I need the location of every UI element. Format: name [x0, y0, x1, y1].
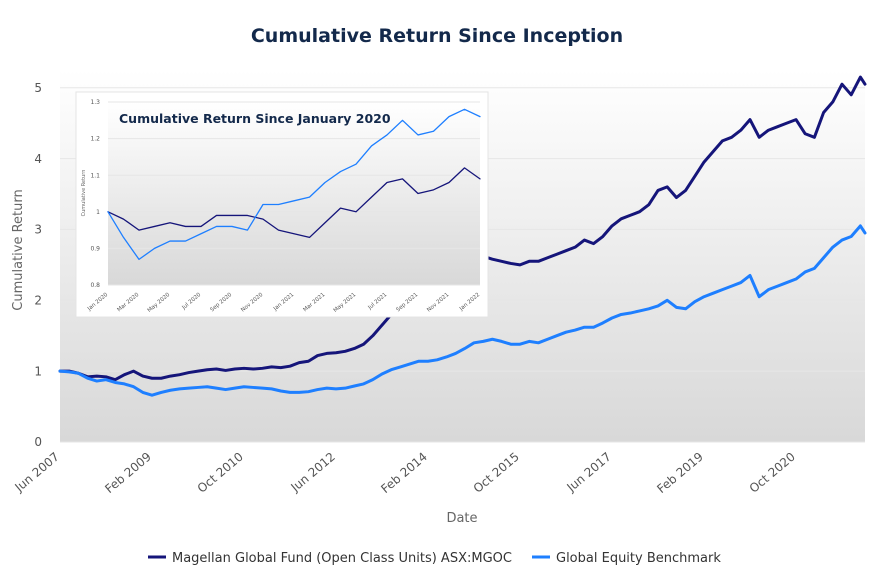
inset-y-tick-label: 1.3: [90, 99, 100, 106]
legend-item-fund[interactable]: Magellan Global Fund (Open Class Units) …: [148, 551, 512, 566]
chart-legend: Magellan Global Fund (Open Class Units) …: [148, 551, 721, 566]
main-chart-title: Cumulative Return Since Inception: [251, 25, 623, 47]
inset-series-line-fund[interactable]: [107, 167, 481, 239]
main-y-tick-label: 3: [34, 223, 42, 237]
main-y-tick-label: 5: [34, 81, 42, 95]
main-x-tick-label: Oct 2010: [195, 450, 246, 496]
main-x-axis-ticks: Jun 2007 Feb 2009 Oct 2010 Jun 2012 Feb 2014…: [11, 450, 797, 496]
main-y-tick-label: 4: [34, 152, 42, 166]
inset-y-tick-label: 0.8: [90, 282, 100, 289]
main-y-axis-label: Cumulative Return: [11, 189, 26, 310]
inset-series-line-benchmark[interactable]: [107, 108, 481, 261]
inset-y-axis-ticks: 0.8 0.9 1 1.1 1.2 1.3: [90, 99, 100, 289]
inset-series-lines: [107, 108, 481, 261]
legend-item-benchmark[interactable]: Global Equity Benchmark: [532, 551, 721, 566]
inset-y-axis-label: Cumulative Return: [81, 170, 87, 217]
main-series-line-benchmark[interactable]: [58, 224, 867, 397]
inset-chart-title: Cumulative Return Since January 2020: [119, 111, 391, 126]
legend-label-benchmark: Global Equity Benchmark: [556, 551, 721, 566]
main-x-tick-label: Jun 2012: [287, 450, 337, 496]
inset-gridlines: [108, 101, 480, 286]
main-x-tick-label: Jun 2017: [563, 450, 613, 496]
inset-y-tick-label: 1: [96, 209, 100, 216]
main-y-tick-label: 2: [34, 293, 42, 307]
main-x-tick-label: Feb 2009: [102, 450, 154, 496]
main-y-tick-label: 0: [34, 435, 42, 449]
main-x-tick-label: Jun 2007: [11, 450, 61, 496]
main-y-axis-ticks: 0 1 2 3 4 5: [34, 81, 42, 449]
main-x-tick-label: Feb 2019: [654, 450, 706, 496]
inset-y-tick-label: 1.2: [90, 136, 100, 143]
legend-label-fund: Magellan Global Fund (Open Class Units) …: [172, 551, 512, 566]
main-x-axis-label: Date: [446, 511, 477, 526]
inset-y-tick-label: 1.1: [90, 172, 100, 179]
main-x-tick-label: Oct 2020: [747, 450, 798, 496]
inset-plot-background: [108, 102, 480, 285]
main-x-tick-label: Oct 2015: [471, 450, 522, 496]
main-y-tick-label: 1: [34, 364, 42, 378]
inset-chart: 0.80.911.11.21.3 Jan 2020 Mar 2020 May 202…: [75, 91, 489, 318]
inset-y-tick-label: 0.9: [90, 246, 100, 253]
main-x-tick-label: Feb 2014: [378, 450, 430, 496]
